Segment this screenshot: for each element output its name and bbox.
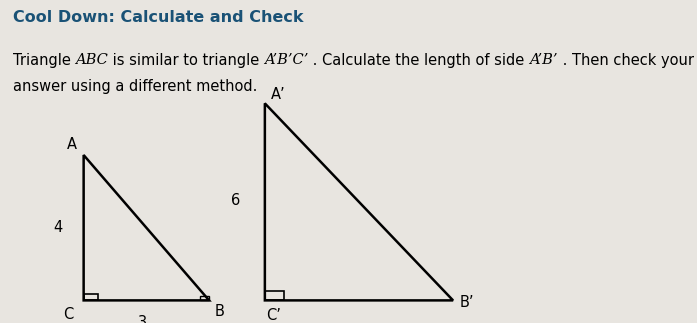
- Text: 3: 3: [138, 315, 148, 323]
- Text: B: B: [215, 304, 224, 318]
- Text: A: A: [67, 137, 77, 152]
- Text: Triangle: Triangle: [13, 53, 75, 68]
- Text: Cool Down: Calculate and Check: Cool Down: Calculate and Check: [13, 10, 303, 25]
- Text: A’B’C’: A’B’C’: [263, 53, 308, 67]
- Text: C’: C’: [266, 308, 281, 323]
- Text: 4: 4: [54, 220, 63, 235]
- Text: . Then check your: . Then check your: [558, 53, 694, 68]
- Text: C: C: [63, 307, 73, 322]
- Bar: [265, 291, 284, 300]
- Text: is similar to triangle: is similar to triangle: [108, 53, 263, 68]
- Text: A’B’: A’B’: [529, 53, 558, 67]
- Text: A’: A’: [270, 87, 285, 102]
- Text: answer using a different method.: answer using a different method.: [13, 79, 257, 94]
- Bar: [200, 296, 209, 300]
- Bar: [84, 294, 98, 300]
- Text: . Calculate the length of side: . Calculate the length of side: [308, 53, 529, 68]
- Text: ABC: ABC: [75, 53, 108, 67]
- Text: B’: B’: [460, 295, 475, 309]
- Text: 6: 6: [231, 193, 240, 208]
